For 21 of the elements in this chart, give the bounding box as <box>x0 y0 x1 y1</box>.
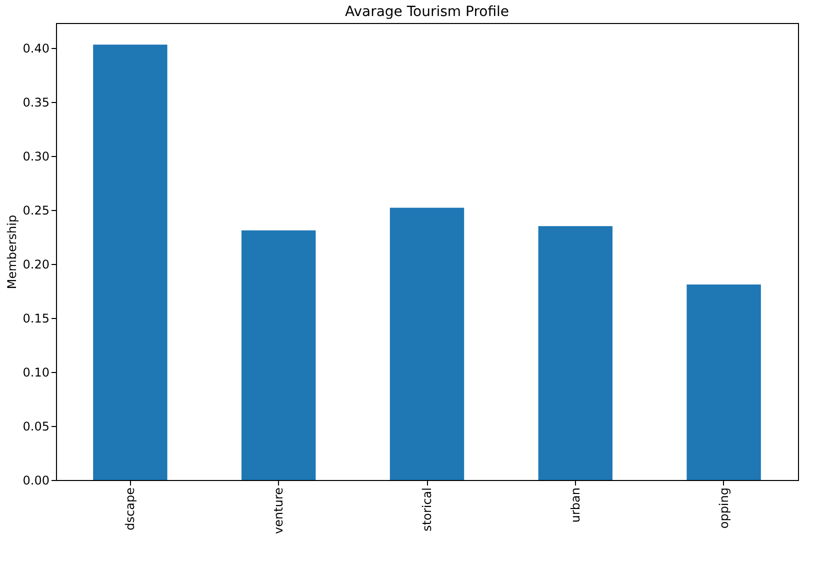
x-tick-label: opping <box>716 488 731 529</box>
y-tick-label: 0.30 <box>22 149 50 164</box>
y-tick-label: 0.25 <box>22 203 50 218</box>
x-tick-label: storical <box>420 488 434 532</box>
bar <box>390 208 464 480</box>
x-tick-label: dscape <box>123 488 138 530</box>
bar <box>93 44 168 480</box>
bar <box>686 284 761 480</box>
y-tick-label: 0.15 <box>22 311 50 326</box>
y-tick-label: 0.35 <box>22 95 50 110</box>
y-tick-label: 0.05 <box>22 419 50 434</box>
bar <box>242 230 316 480</box>
y-tick-label: 0.00 <box>22 474 50 488</box>
x-tick-label: venture <box>272 488 286 534</box>
y-tick-label: 0.40 <box>22 41 50 56</box>
y-tick-label: 0.20 <box>22 257 50 272</box>
bar <box>538 226 612 480</box>
chart-title: Avarage Tourism Profile <box>344 4 510 20</box>
x-tick-label: urban <box>568 488 582 523</box>
y-axis-title: Membership <box>4 214 19 290</box>
y-tick-label: 0.10 <box>22 365 50 380</box>
